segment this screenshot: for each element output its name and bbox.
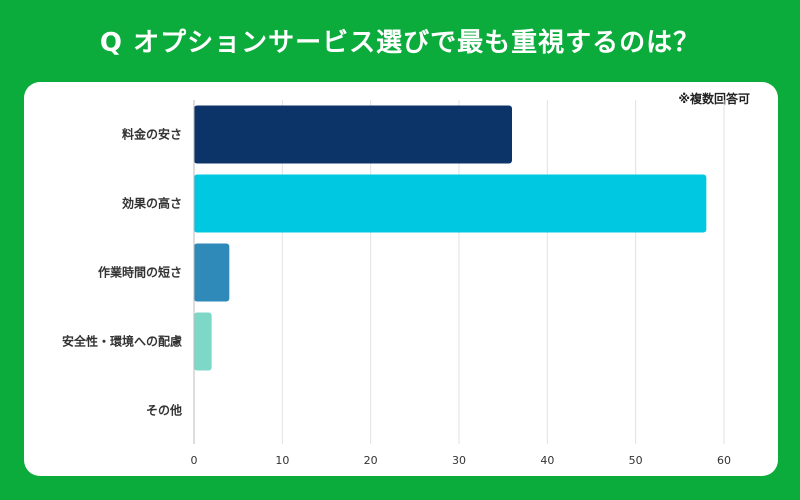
bar <box>194 243 230 302</box>
category-label: 安全性・環境への配慮 <box>62 334 182 349</box>
x-tick-label: 30 <box>452 454 466 467</box>
chart-card: ※複数回答可 0 10 20 30 40 50 60 料金の安さ効果の高さ作業時間の短さ安全性… <box>24 82 778 476</box>
x-tick-label: 20 <box>364 454 378 467</box>
bar-chart: 0 10 20 30 40 50 60 料金の安さ効果の高さ作業時間の短さ安全性・環境への配慮… <box>62 100 731 467</box>
bar <box>194 174 707 233</box>
x-tick-label: 10 <box>275 454 289 467</box>
category-label: 作業時間の短さ <box>98 265 182 280</box>
x-tick-label: 40 <box>540 454 554 467</box>
x-tick-label: 0 <box>191 454 198 467</box>
bar <box>194 105 512 164</box>
category-label: その他 <box>146 403 182 418</box>
category-label: 料金の安さ <box>122 127 182 142</box>
page-title: Q オプションサービス選びで最も重視するのは？ <box>99 27 701 58</box>
bar <box>194 312 212 371</box>
x-tick-label: 50 <box>629 454 643 467</box>
x-tick-label: 60 <box>717 454 731 467</box>
category-label: 効果の高さ <box>122 196 182 211</box>
multiple-answer-note: ※複数回答可 <box>678 92 750 106</box>
